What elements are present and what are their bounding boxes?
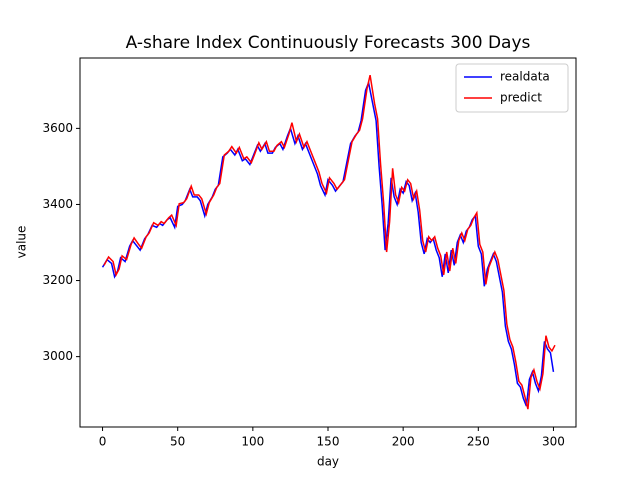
- line-series: [103, 74, 556, 410]
- plot-frame: [79, 57, 577, 428]
- x-tick-label: 100: [241, 435, 264, 449]
- x-tick-label: 0: [99, 435, 107, 449]
- y-tick-label: 3000: [42, 349, 73, 363]
- y-axis-label: value: [15, 226, 29, 259]
- x-tick-label: 250: [467, 435, 490, 449]
- x-tick-label: 300: [542, 435, 565, 449]
- line-series: [101, 80, 555, 407]
- chart-title: A-share Index Continuously Forecasts 300…: [126, 33, 531, 53]
- x-tick-label: 50: [170, 435, 185, 449]
- legend-box: [455, 63, 569, 113]
- y-tick-label: 3600: [42, 121, 73, 135]
- legend-label: realdata: [500, 70, 550, 84]
- x-tick-label: 150: [317, 435, 340, 449]
- x-axis-label: day: [317, 455, 339, 469]
- y-tick-label: 3400: [42, 197, 73, 211]
- x-tick-label: 200: [392, 435, 415, 449]
- y-tick-label: 3200: [42, 273, 73, 287]
- legend-label: predict: [500, 91, 542, 105]
